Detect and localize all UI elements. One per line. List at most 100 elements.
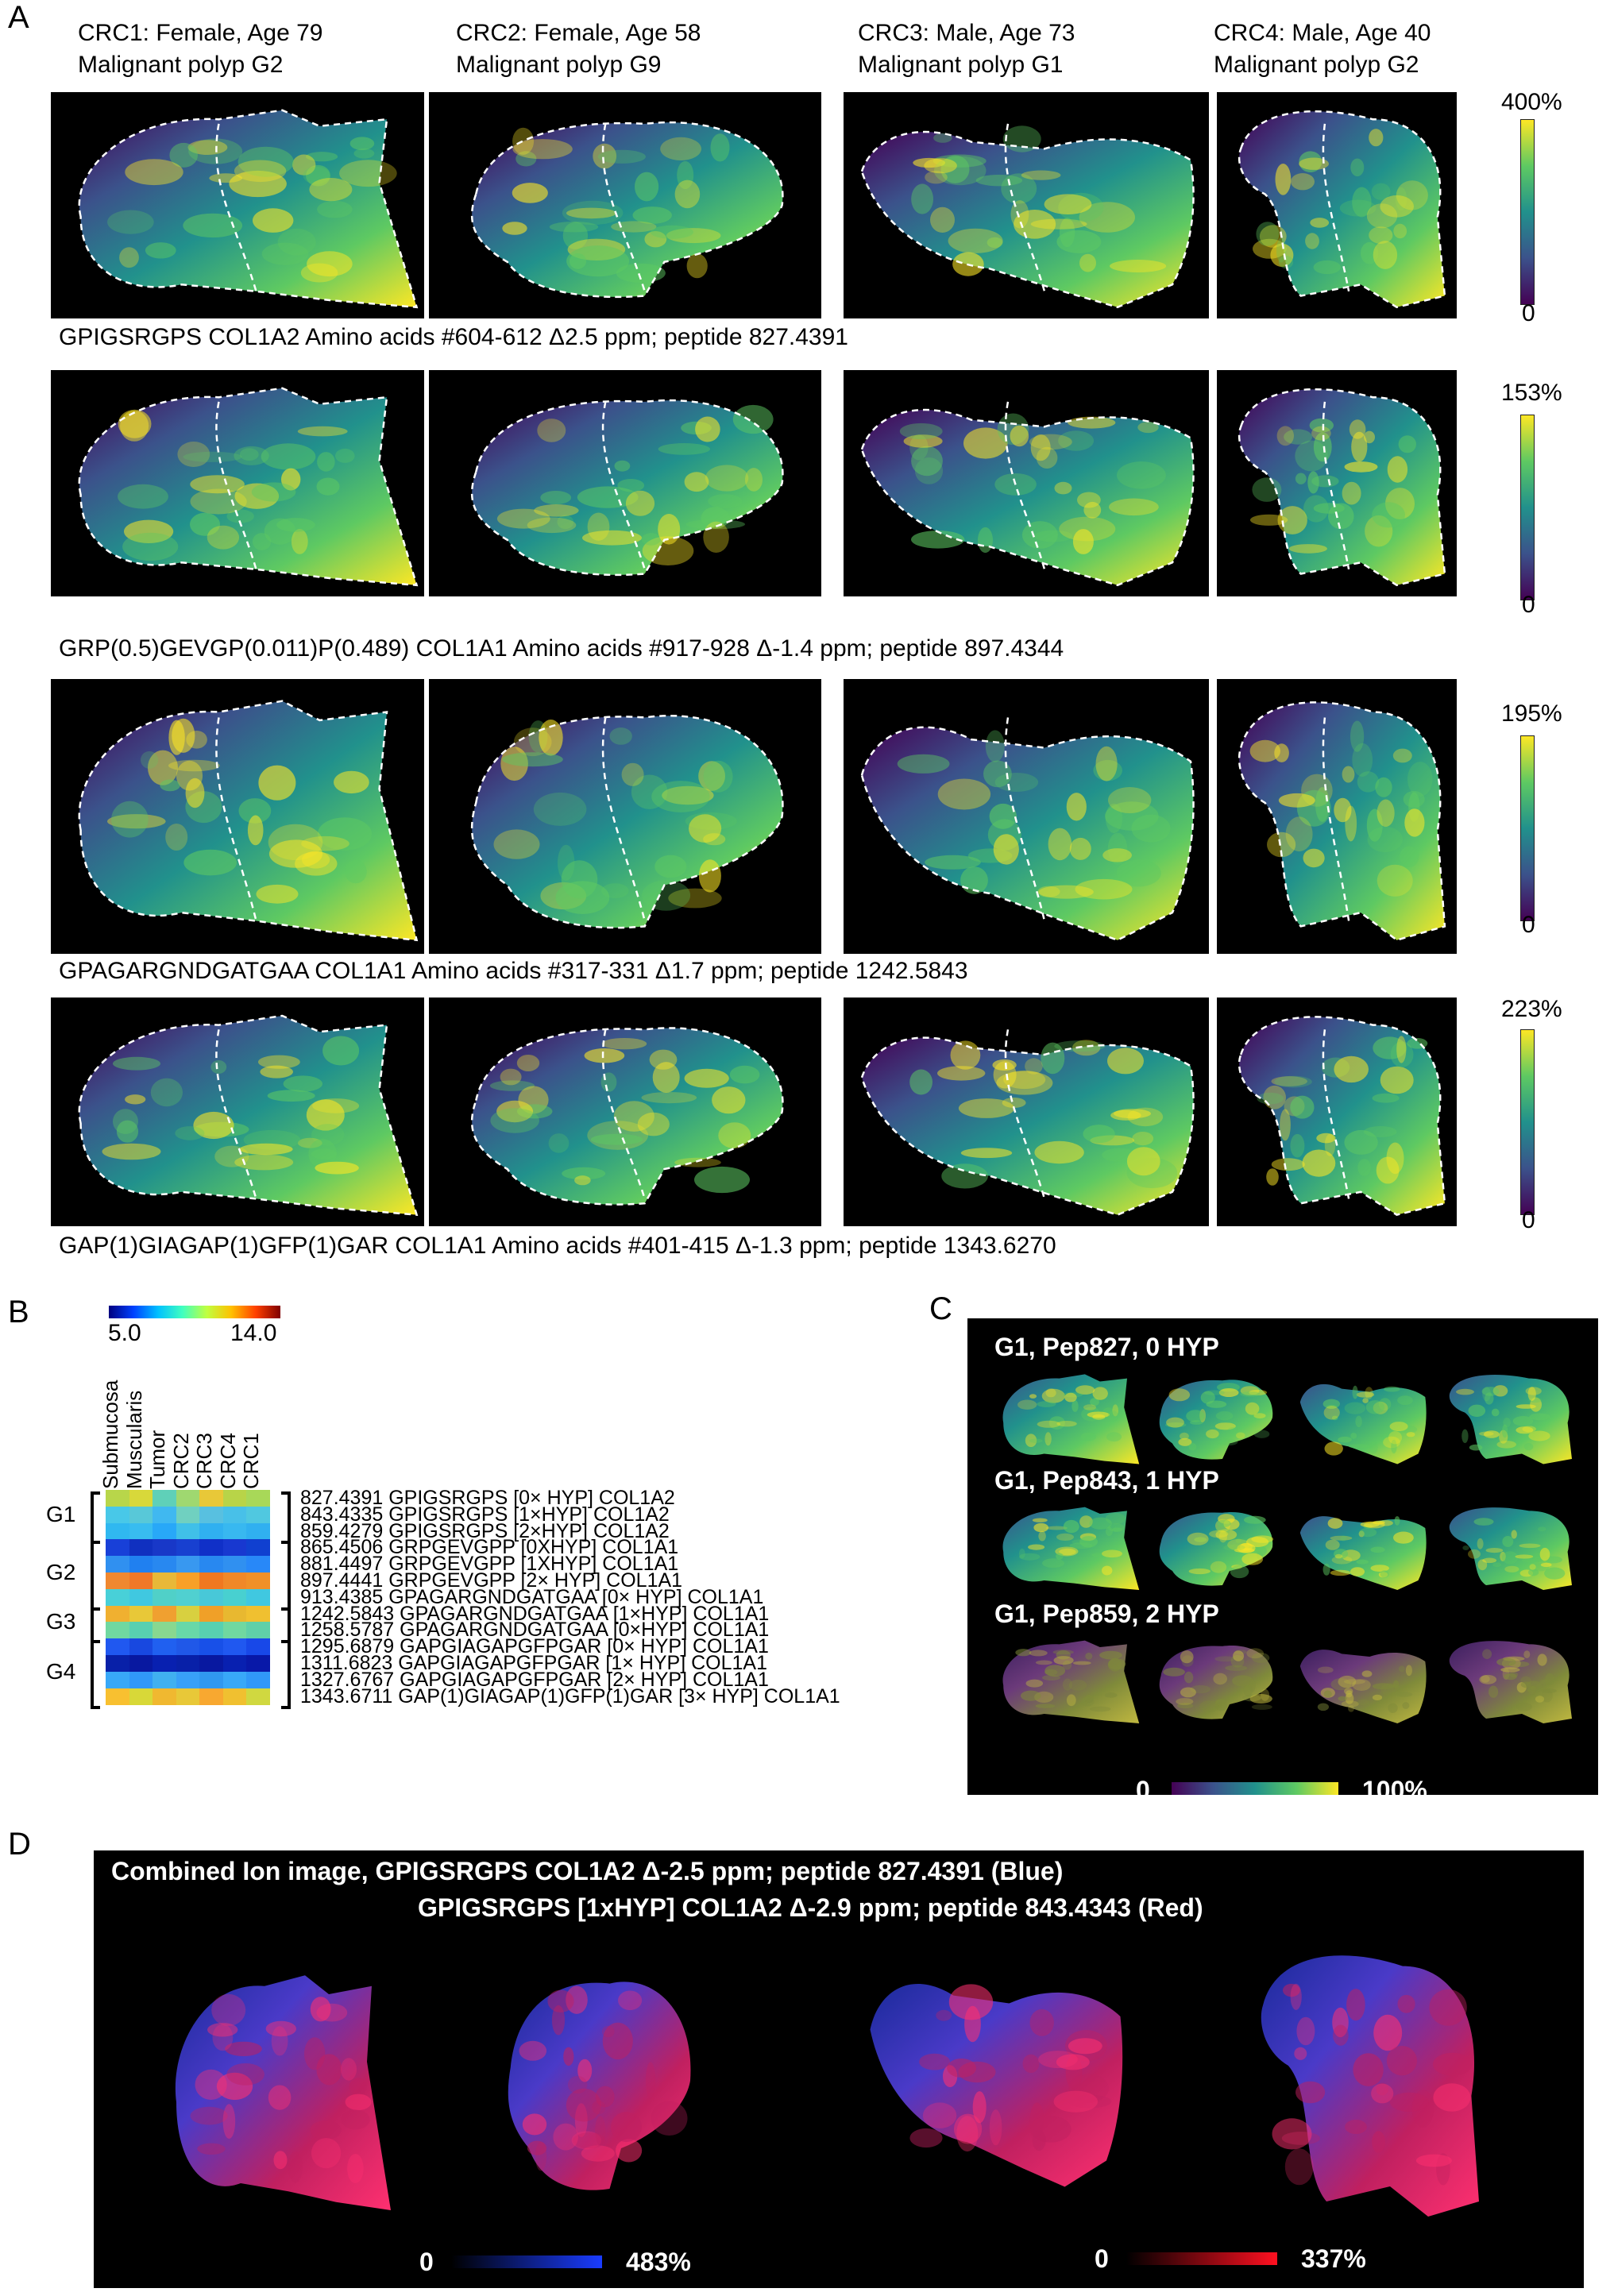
peptide-row-label: 865.4506 GRPGEVGPP [0XHYP] COL1A1: [300, 1536, 679, 1559]
group-bracket-left: [91, 1491, 100, 1545]
heatmap-cell: [176, 1671, 200, 1689]
ion-image-tile: [1293, 1366, 1432, 1469]
group-bracket-right: [281, 1491, 291, 1545]
peptide-row-label: 1327.6767 GAPGIAGAPGFPGAR [2× HYP] COL1A…: [300, 1668, 769, 1691]
panel-b-letter: B: [8, 1295, 29, 1329]
heatmap-column-label: Muscularis: [122, 1390, 146, 1489]
panel-c-row-label: G1, Pep843, 1 HYP: [994, 1466, 1219, 1495]
heatmap-cell: [222, 1622, 247, 1639]
sample-title: CRC2: Female, Age 58: [456, 20, 701, 46]
blue-scale-max: 483%: [626, 2248, 691, 2276]
peptide-row-label: 1258.5787 GPAGARGNDGATGAA [0×HYP] COL1A1: [300, 1619, 770, 1642]
heatmap-column-label: Tumor: [145, 1430, 169, 1489]
group-label: G1: [46, 1502, 76, 1527]
heatmap-cell: [176, 1655, 200, 1673]
ion-image-tile: [429, 679, 821, 954]
heatmap-cell: [246, 1556, 270, 1573]
heatmap-cell: [106, 1688, 129, 1705]
heatmap-cell: [222, 1688, 247, 1705]
heatmap-cell: [222, 1638, 247, 1656]
ion-image-tile: [1144, 1499, 1287, 1595]
heatmap-cell: [106, 1671, 129, 1689]
heatmap-cell: [199, 1588, 223, 1607]
heatmap-cell: [222, 1588, 247, 1607]
heatmap-colorbar: [109, 1306, 280, 1318]
heatmap-cell: [129, 1506, 153, 1524]
heatmap-cell: [153, 1655, 176, 1673]
heatmap-cell: [246, 1655, 270, 1673]
heatmap-cell: [153, 1605, 176, 1623]
heatmap-cell: [106, 1605, 129, 1623]
combined-ion-image: [856, 1938, 1134, 2200]
peptide-caption: GPAGARGNDGATGAA COL1A1 Amino acids #317-…: [59, 958, 968, 984]
intensity-colorbar: [1520, 1029, 1535, 1215]
heatmap-cell: [129, 1671, 153, 1689]
combined-ion-image: [1238, 1930, 1492, 2232]
heatmap-cell: [176, 1605, 200, 1623]
colorbar-min: 0: [1522, 300, 1535, 326]
intensity-colorbar: [1520, 119, 1535, 305]
sample-subtitle: Malignant polyp G9: [456, 52, 662, 78]
heatmap-cell: [246, 1588, 270, 1607]
heatmap-cell: [129, 1539, 153, 1557]
ion-image-tile: [1144, 1633, 1287, 1728]
heatmap-cell: [129, 1605, 153, 1623]
heatmap-cell: [106, 1539, 129, 1557]
heatmap-cell: [246, 1539, 270, 1557]
ion-image-tile: [1436, 1366, 1579, 1469]
heatmap-cell: [222, 1490, 247, 1507]
colorbar-max: 153%: [1501, 380, 1562, 406]
heatmap-column-label: Submucosa: [98, 1380, 122, 1489]
heatmap-cell: [106, 1588, 129, 1607]
tissue-section: [472, 400, 783, 575]
heatmap-cell: [106, 1490, 129, 1507]
red-colorbar: [1126, 2252, 1277, 2265]
heatmap-cell: [222, 1539, 247, 1557]
panel-c-scale-max: 100%: [1362, 1776, 1427, 1804]
red-scale-max: 337%: [1301, 2244, 1366, 2273]
panel-d-image: Combined Ion image, GPIGSRGPS COL1A2 Δ-2…: [94, 1850, 1584, 2288]
ion-image-tile: [991, 1499, 1142, 1595]
heatmap-cell: [153, 1588, 176, 1607]
tissue-section: [1449, 1507, 1572, 1590]
ion-image-tile: [51, 679, 424, 954]
combined-ion-image: [483, 1946, 713, 2216]
heatmap-cell: [246, 1490, 270, 1507]
panel-c-letter: C: [929, 1291, 952, 1326]
group-bracket-right: [281, 1607, 291, 1644]
panel-c-colorbar: [1172, 1782, 1338, 1795]
ion-image-tile: [844, 679, 1209, 954]
heatmap-cell: [246, 1622, 270, 1639]
heatmap-cell: [153, 1622, 176, 1639]
heatmap-cell: [222, 1506, 247, 1524]
heatmap-cell: [246, 1638, 270, 1656]
heatmap-cell: [106, 1572, 129, 1590]
tissue-section: [862, 410, 1194, 585]
peptide-row-label: 843.4335 GPIGSRGPS [1×HYP] COL1A2: [300, 1503, 670, 1526]
panel-a-letter: A: [8, 0, 29, 35]
heatmap-cell: [176, 1490, 200, 1507]
heatmap-cell: [199, 1638, 223, 1656]
heatmap-cell: [199, 1556, 223, 1573]
heatmap-cell: [153, 1506, 176, 1524]
heatmap-cell: [199, 1622, 223, 1639]
heatmap-cell: [222, 1671, 247, 1689]
panel-c-row-label: G1, Pep859, 2 HYP: [994, 1599, 1219, 1628]
heatmap-cell: [176, 1622, 200, 1639]
group-bracket-right: [281, 1640, 291, 1710]
ion-image-tile: [1293, 1633, 1432, 1728]
group-bracket-right: [281, 1541, 291, 1611]
heatmap-cell: [106, 1522, 129, 1540]
tissue-section: [472, 716, 783, 928]
heatmap-cell: [129, 1622, 153, 1639]
peptide-row-label: 913.4385 GPAGARGNDGATGAA [0× HYP] COL1A1: [300, 1585, 764, 1608]
red-scale-min: 0: [1095, 2244, 1109, 2273]
heatmap-cell: [246, 1522, 270, 1540]
group-label: G2: [46, 1560, 76, 1584]
tissue-section: [175, 1975, 391, 2210]
sample-title: CRC1: Female, Age 79: [78, 20, 323, 46]
ion-image-tile: [1436, 1499, 1579, 1595]
tissue-section: [1159, 1646, 1273, 1719]
heatmap-cell: [199, 1605, 223, 1623]
intensity-colorbar: [1520, 735, 1535, 921]
